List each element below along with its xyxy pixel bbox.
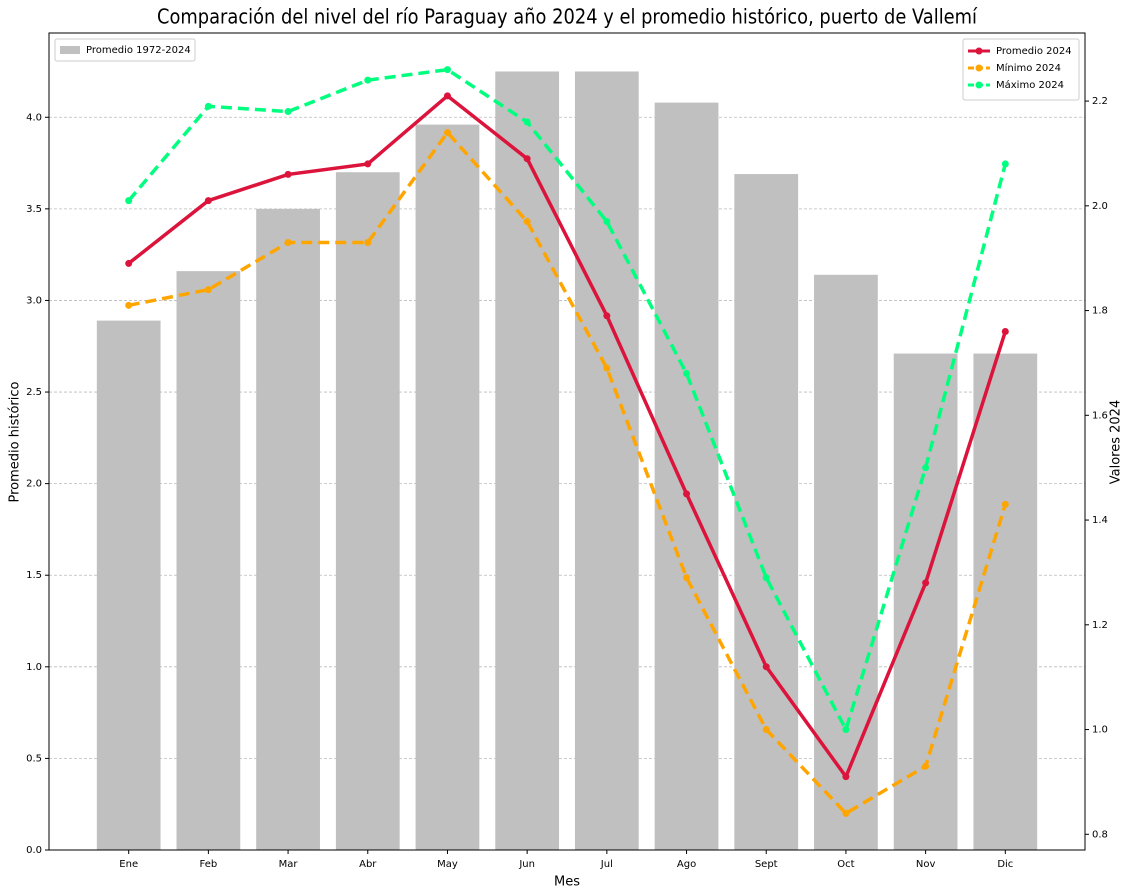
point bbox=[443, 66, 451, 74]
plot-frame bbox=[48, 32, 1086, 851]
x-tick-label: May bbox=[437, 859, 458, 870]
y-tick-label: 2.0 bbox=[26, 479, 42, 490]
y-tick-label: 4.0 bbox=[26, 112, 42, 123]
bar bbox=[654, 102, 719, 850]
point bbox=[922, 579, 930, 587]
y2-tick-label: 1.0 bbox=[1092, 725, 1108, 736]
y-axis-label: Promedio histórico bbox=[8, 381, 23, 502]
point bbox=[125, 301, 133, 309]
point bbox=[683, 369, 691, 377]
point bbox=[922, 762, 930, 770]
legend-box bbox=[54, 38, 196, 62]
bar bbox=[256, 208, 320, 850]
legend-label: Promedio 1972-2024 bbox=[86, 45, 191, 56]
y2-tick-label: 0.8 bbox=[1092, 829, 1108, 840]
y2-axis-label: Valores 2024 bbox=[1109, 400, 1124, 484]
x-tick-label: Ago bbox=[677, 859, 696, 870]
point bbox=[523, 155, 531, 163]
y-tick-label: 0.0 bbox=[26, 845, 42, 856]
point bbox=[922, 464, 930, 472]
x-tick-label: Abr bbox=[359, 859, 377, 870]
y-tick-label: 2.5 bbox=[26, 387, 42, 398]
x-tick-label: Dic bbox=[997, 859, 1013, 870]
legend-marker bbox=[975, 47, 983, 55]
point bbox=[842, 773, 850, 781]
y2-tick-label: 2.2 bbox=[1092, 96, 1108, 107]
point bbox=[125, 197, 133, 205]
x-tick-label: Jul bbox=[600, 859, 613, 870]
bar bbox=[495, 71, 560, 850]
y2-tick-label: 1.6 bbox=[1092, 410, 1108, 421]
point bbox=[1001, 160, 1009, 168]
point bbox=[762, 574, 770, 582]
x-tick-label: Jun bbox=[518, 859, 535, 870]
point bbox=[762, 663, 770, 671]
legend-label: Mínimo 2024 bbox=[996, 62, 1061, 74]
bar bbox=[893, 353, 958, 850]
legend-box bbox=[962, 38, 1080, 101]
y-tick-label: 3.5 bbox=[26, 204, 42, 215]
point bbox=[603, 218, 611, 226]
point bbox=[284, 238, 292, 246]
bar bbox=[176, 271, 241, 850]
x-tick-label: Nov bbox=[916, 859, 936, 870]
legend-label: Máximo 2024 bbox=[996, 79, 1064, 91]
bar bbox=[415, 124, 480, 851]
bar bbox=[335, 172, 400, 850]
point bbox=[284, 108, 292, 116]
bar bbox=[973, 353, 1038, 850]
point bbox=[204, 197, 212, 205]
y2-tick-label: 1.4 bbox=[1092, 515, 1108, 526]
point bbox=[284, 170, 292, 178]
y-tick-label: 0.5 bbox=[26, 753, 42, 764]
y-tick-label: 1.5 bbox=[26, 570, 42, 581]
y2-tick-label: 1.2 bbox=[1092, 620, 1108, 631]
point bbox=[842, 809, 850, 817]
line-series bbox=[128, 129, 1007, 816]
point bbox=[603, 312, 611, 320]
y-tick-label: 1.0 bbox=[26, 662, 42, 673]
point bbox=[364, 76, 372, 84]
bar bbox=[96, 320, 161, 851]
line-series bbox=[127, 93, 1007, 781]
chart-title: Comparación del nivel del río Paraguay a… bbox=[157, 5, 978, 29]
y2-tick-label: 2.0 bbox=[1092, 201, 1108, 212]
y-tick-label: 3.0 bbox=[26, 295, 42, 306]
point bbox=[443, 129, 451, 137]
point bbox=[204, 102, 212, 110]
legend-marker bbox=[975, 81, 983, 89]
x-axis-label: Mes bbox=[554, 875, 580, 890]
legend-marker bbox=[975, 64, 983, 72]
y2-tick-label: 1.8 bbox=[1092, 306, 1108, 317]
x-tick-label: Ene bbox=[119, 859, 138, 870]
x-tick-label: Mar bbox=[279, 859, 299, 870]
point bbox=[842, 726, 850, 734]
point bbox=[523, 218, 531, 226]
point bbox=[125, 259, 133, 267]
x-tick-label: Feb bbox=[200, 859, 218, 870]
bar bbox=[814, 274, 878, 850]
point bbox=[364, 238, 372, 246]
point bbox=[683, 574, 691, 582]
point bbox=[603, 364, 611, 372]
legend-swatch bbox=[60, 46, 80, 54]
x-tick-label: Sept bbox=[755, 859, 778, 870]
point bbox=[683, 490, 691, 498]
bar bbox=[734, 174, 799, 850]
point bbox=[523, 118, 531, 126]
legend-label: Promedio 2024 bbox=[996, 46, 1072, 57]
point bbox=[1001, 500, 1009, 508]
point bbox=[204, 286, 212, 294]
point bbox=[1001, 328, 1009, 336]
line-series bbox=[127, 67, 1008, 735]
x-tick-label: Oct bbox=[837, 859, 854, 870]
point bbox=[443, 92, 451, 100]
point bbox=[762, 726, 770, 734]
point bbox=[364, 160, 372, 168]
bar bbox=[574, 71, 639, 850]
